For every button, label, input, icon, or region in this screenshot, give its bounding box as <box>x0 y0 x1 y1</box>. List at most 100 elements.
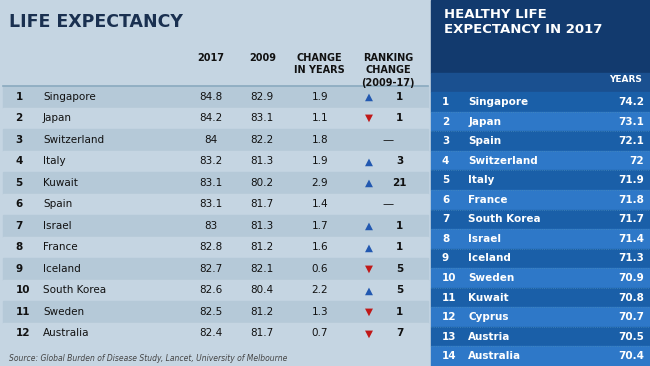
Text: 71.8: 71.8 <box>618 195 644 205</box>
Text: 1.1: 1.1 <box>311 113 328 123</box>
Text: 71.9: 71.9 <box>618 175 644 185</box>
Text: 10: 10 <box>16 285 30 295</box>
Text: Switzerland: Switzerland <box>43 135 104 145</box>
Text: 1.8: 1.8 <box>311 135 328 145</box>
Text: Switzerland: Switzerland <box>468 156 538 166</box>
Text: 81.2: 81.2 <box>251 307 274 317</box>
Text: 82.5: 82.5 <box>200 307 223 317</box>
Text: 2.9: 2.9 <box>311 178 328 188</box>
Text: 3: 3 <box>442 136 449 146</box>
Bar <box>431 327 650 347</box>
Text: 11: 11 <box>442 292 456 303</box>
Text: 1.6: 1.6 <box>311 242 328 252</box>
Text: 71.3: 71.3 <box>618 253 644 264</box>
Text: 12: 12 <box>442 312 456 322</box>
Text: Iceland: Iceland <box>43 264 81 274</box>
Text: 1: 1 <box>396 242 404 252</box>
Text: 12: 12 <box>16 328 30 338</box>
Text: 8: 8 <box>16 242 23 252</box>
Bar <box>431 190 650 210</box>
Text: ▼: ▼ <box>365 307 372 317</box>
Text: 81.7: 81.7 <box>251 199 274 209</box>
Text: 82.6: 82.6 <box>200 285 223 295</box>
Bar <box>3 258 428 280</box>
Text: Sweden: Sweden <box>43 307 84 317</box>
Text: 70.9: 70.9 <box>618 273 644 283</box>
Text: ▼: ▼ <box>365 328 372 338</box>
Text: 83.2: 83.2 <box>200 156 223 166</box>
Text: 4: 4 <box>16 156 23 166</box>
Text: 5: 5 <box>396 264 404 274</box>
Text: 5: 5 <box>16 178 23 188</box>
Text: 2009: 2009 <box>249 53 276 63</box>
Text: 7: 7 <box>16 221 23 231</box>
Text: 74.2: 74.2 <box>618 97 644 107</box>
Text: Japan: Japan <box>43 113 72 123</box>
Bar <box>431 0 650 73</box>
Text: 3: 3 <box>396 156 404 166</box>
Text: RANKING
CHANGE
(2009-17): RANKING CHANGE (2009-17) <box>361 53 415 88</box>
Text: 2: 2 <box>16 113 23 123</box>
Text: 84.8: 84.8 <box>200 92 223 102</box>
Text: 21: 21 <box>393 178 407 188</box>
Text: Kuwait: Kuwait <box>43 178 78 188</box>
Text: 80.4: 80.4 <box>251 285 274 295</box>
Text: 11: 11 <box>16 307 30 317</box>
Text: 4: 4 <box>442 156 449 166</box>
Text: 82.8: 82.8 <box>200 242 223 252</box>
Text: 3: 3 <box>16 135 23 145</box>
Text: 1: 1 <box>396 307 404 317</box>
Text: 81.3: 81.3 <box>251 156 274 166</box>
Text: Australia: Australia <box>43 328 90 338</box>
Text: 70.4: 70.4 <box>618 351 644 361</box>
Text: 9: 9 <box>442 253 449 264</box>
Text: 1: 1 <box>442 97 449 107</box>
Text: 83.1: 83.1 <box>251 113 274 123</box>
Bar <box>431 112 650 131</box>
Text: 72.1: 72.1 <box>618 136 644 146</box>
Text: Australia: Australia <box>468 351 521 361</box>
Text: ▲: ▲ <box>365 92 372 102</box>
Text: ▼: ▼ <box>365 264 372 274</box>
Text: 2: 2 <box>442 116 449 127</box>
Text: 5: 5 <box>442 175 449 185</box>
Text: 82.7: 82.7 <box>200 264 223 274</box>
Text: Japan: Japan <box>468 116 501 127</box>
Text: Kuwait: Kuwait <box>468 292 509 303</box>
Bar <box>431 288 650 307</box>
Text: 13: 13 <box>442 332 456 342</box>
Text: 70.5: 70.5 <box>618 332 644 342</box>
Text: 71.4: 71.4 <box>618 234 644 244</box>
Text: 83: 83 <box>205 221 218 231</box>
Text: Spain: Spain <box>468 136 501 146</box>
Text: 83.1: 83.1 <box>200 178 223 188</box>
Bar <box>431 249 650 268</box>
Text: Sweden: Sweden <box>468 273 515 283</box>
Bar <box>3 86 428 108</box>
Text: 84: 84 <box>205 135 218 145</box>
Bar <box>431 307 650 327</box>
Text: 70.8: 70.8 <box>618 292 644 303</box>
Text: 1.9: 1.9 <box>311 156 328 166</box>
Bar <box>3 301 428 322</box>
Text: Source: Global Burden of Disease Study, Lancet, University of Melbourne: Source: Global Burden of Disease Study, … <box>9 354 287 363</box>
Text: ▲: ▲ <box>365 156 372 166</box>
Text: 8: 8 <box>442 234 449 244</box>
Text: 2017: 2017 <box>198 53 225 63</box>
Text: 84.2: 84.2 <box>200 113 223 123</box>
Bar <box>3 236 428 258</box>
Bar <box>431 151 650 171</box>
Text: HEALTHY LIFE
EXPECTANCY IN 2017: HEALTHY LIFE EXPECTANCY IN 2017 <box>444 8 603 36</box>
Text: 1: 1 <box>396 221 404 231</box>
Text: Italy: Italy <box>468 175 495 185</box>
Text: 2.2: 2.2 <box>311 285 328 295</box>
Text: 72: 72 <box>629 156 644 166</box>
Text: ▲: ▲ <box>365 178 372 188</box>
Text: 0.6: 0.6 <box>311 264 328 274</box>
Text: 73.1: 73.1 <box>618 116 644 127</box>
Text: 5: 5 <box>396 285 404 295</box>
Text: 0.7: 0.7 <box>311 328 328 338</box>
Text: 1.4: 1.4 <box>311 199 328 209</box>
Text: Singapore: Singapore <box>468 97 528 107</box>
Bar <box>431 210 650 229</box>
